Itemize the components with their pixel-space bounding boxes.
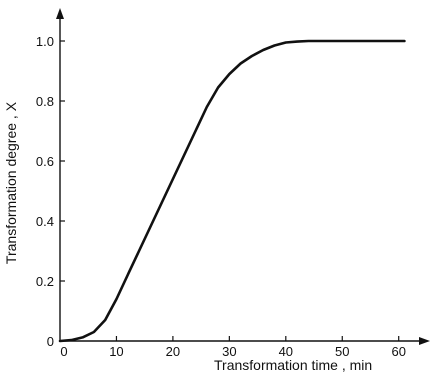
y-tick-label: 0.8 [36, 94, 54, 109]
y-tick-label: 0 [47, 334, 54, 349]
y-axis-arrow [56, 8, 64, 19]
x-tick-label: 50 [335, 344, 349, 359]
series-lines [58, 39, 406, 343]
y-tick-label: 1.0 [36, 34, 54, 49]
x-tick-label: 60 [391, 344, 405, 359]
x-tick-label: 0 [60, 344, 67, 359]
y-tick-label: 0.2 [36, 274, 54, 289]
y-tick-label: 0.6 [36, 154, 54, 169]
x-tick-label: 40 [279, 344, 293, 359]
x-tick-label: 30 [222, 344, 236, 359]
x-tick-label: 20 [166, 344, 180, 359]
axes [56, 8, 430, 345]
x-axis-arrow [419, 337, 430, 345]
x-tick-label: 10 [109, 344, 123, 359]
y-axis-label: Transformation degree , X [3, 101, 19, 264]
x-axis-label: Transformation time , min [214, 357, 372, 373]
ticks: 0 10 20 30 40 50 60 0 0.2 0.4 0.6 0.8 1.0 [36, 34, 406, 359]
series-line [58, 39, 406, 343]
y-tick-label: 0.4 [36, 214, 54, 229]
